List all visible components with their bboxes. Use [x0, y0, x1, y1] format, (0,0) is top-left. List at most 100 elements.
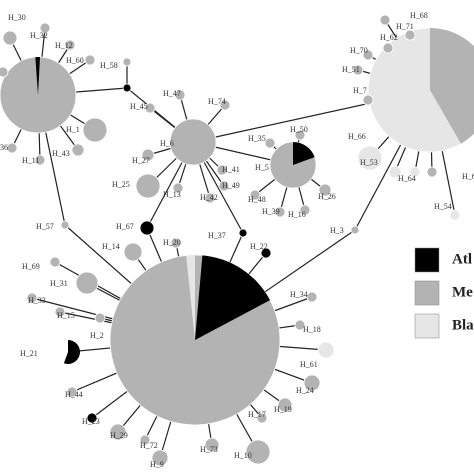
haplotype-node [64, 39, 76, 51]
node-label: H_10 [234, 451, 252, 460]
haplotype-node [86, 412, 98, 424]
haplotype-node [71, 143, 85, 157]
node-label: H_31 [50, 279, 68, 288]
haplotype-node [449, 209, 461, 221]
haplotype-node [54, 306, 66, 318]
node-label: H_73 [200, 445, 218, 454]
node-label: H_41 [222, 165, 240, 174]
node-label: H_21 [20, 349, 38, 358]
haplotype-node [174, 89, 186, 101]
node-label: H_71 [396, 22, 414, 31]
node-label: H_34 [290, 290, 308, 299]
haplotype-node [216, 164, 228, 176]
haplotype-node [218, 180, 230, 192]
haplotype-node [303, 374, 321, 392]
pie-slice [186, 255, 195, 340]
node-label: H_15 [57, 311, 75, 320]
haplotype-node [66, 386, 78, 398]
node-label: H_17 [248, 410, 266, 419]
haplotype-node [172, 182, 184, 194]
legend-swatch [414, 313, 440, 339]
haplotype-node [84, 54, 96, 66]
haplotype-node [49, 256, 61, 268]
haplotype-node [357, 145, 383, 171]
node-label: H_7 [353, 86, 367, 95]
node-label: H_47 [163, 89, 181, 98]
haplotype-node [306, 291, 318, 303]
haplotype-node [294, 319, 306, 331]
haplotype-node [317, 341, 335, 359]
pie-slice [35, 57, 40, 95]
haplotype-node [260, 247, 272, 259]
haplotype-node [141, 148, 155, 162]
node-label: H_54 [434, 202, 452, 211]
pie-slice [63, 340, 81, 364]
haplotype-node [6, 142, 18, 154]
node-label: H_30 [8, 13, 26, 22]
pie-slice [293, 142, 315, 165]
haplotype-node [94, 312, 106, 324]
haplotype-node [264, 137, 276, 149]
legend-label: Bla [452, 317, 474, 333]
node-label: H_50 [290, 125, 308, 134]
haplotype-node [274, 206, 286, 218]
node-label: H_27 [132, 156, 150, 165]
node-label: H_29 [110, 431, 128, 440]
haplotype-node [409, 166, 421, 178]
haplotype-node [382, 42, 394, 54]
haplotype-node [219, 99, 231, 111]
node-label: H_11 [22, 156, 39, 165]
haplotype-node [256, 412, 268, 424]
node-label: H_23 [82, 417, 100, 426]
haplotype-node [350, 225, 360, 235]
node-label: H_20 [163, 238, 181, 247]
nodes [0, 14, 474, 467]
haplotype-node [404, 29, 416, 41]
node-label: H_65 [462, 172, 474, 181]
legend-label: Me [452, 284, 473, 300]
node-label: H_45 [130, 102, 148, 111]
node-label: H_39 [262, 207, 280, 216]
legend-swatch [414, 247, 440, 273]
node-label: H_68 [410, 11, 428, 20]
node-label: H_70 [350, 46, 368, 55]
node-label: 36 [0, 143, 8, 152]
haplotype-node [2, 30, 18, 46]
node-label: H_35 [248, 134, 266, 143]
node-label: H_22 [250, 242, 268, 251]
haplotype-node [299, 204, 311, 216]
node-label: H_6 [160, 139, 174, 148]
haplotype-node [170, 237, 182, 249]
node-label: H_14 [102, 242, 120, 251]
node-label: H_26 [318, 192, 336, 201]
node-label: H_66 [348, 132, 366, 141]
node-label: H_13 [163, 190, 181, 199]
node-label: H_51 [342, 65, 360, 74]
haplotype-node [204, 437, 220, 453]
node-label: H_16 [288, 210, 306, 219]
node-label: H_3 [330, 226, 344, 235]
haplotype-node [388, 165, 402, 179]
haplotype-node [204, 192, 216, 204]
node-label: H_1 [66, 125, 80, 134]
haplotype-node [139, 220, 155, 236]
node-label: H_57 [36, 222, 54, 231]
haplotype-node [238, 228, 248, 238]
node-label: H_42 [200, 193, 218, 202]
haplotype-node [122, 57, 132, 67]
haplotype-node [60, 220, 70, 230]
haplotype-node [139, 434, 151, 446]
node-label: H_12 [55, 41, 73, 50]
haplotype-node [123, 242, 143, 262]
legend-label: Atl [452, 251, 472, 267]
haplotype-node [277, 397, 293, 413]
node-label: H_9 [150, 460, 164, 469]
node-label: H_48 [248, 195, 266, 204]
haplotype-node [82, 117, 108, 143]
haplotype-node [34, 154, 46, 166]
node-label: H_37 [208, 231, 226, 240]
node-label: H_58 [100, 61, 118, 70]
haplotype-node [245, 439, 271, 465]
haplotype-node [352, 64, 364, 76]
